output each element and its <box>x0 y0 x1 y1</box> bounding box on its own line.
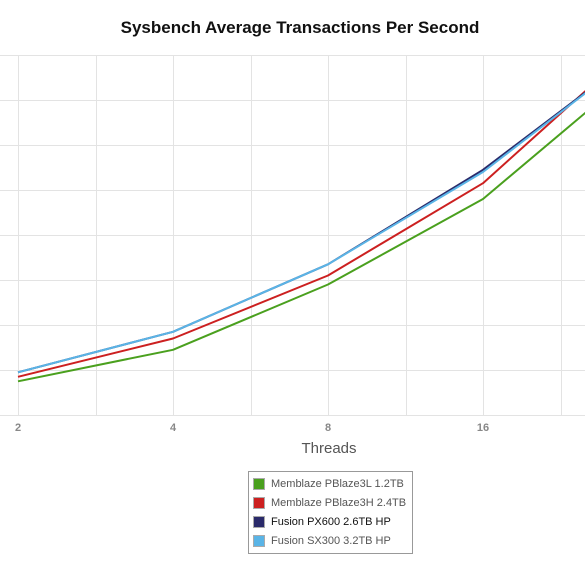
x-tick-label: 4 <box>170 422 177 434</box>
series-line <box>17 92 585 374</box>
series-lines <box>17 90 585 383</box>
legend-item[interactable]: Memblaze PBlaze3L 1.2TB <box>253 474 406 493</box>
legend-item[interactable]: Memblaze PBlaze3H 2.4TB <box>253 493 406 512</box>
x-tick-label: 2 <box>15 422 21 434</box>
x-tick-label: 16 <box>477 422 489 434</box>
legend: Memblaze PBlaze3L 1.2TB Memblaze PBlaze3… <box>248 471 414 554</box>
x-tick-labels: 2 4 8 16 <box>15 422 489 434</box>
series-line <box>17 90 585 378</box>
series-line <box>17 111 585 383</box>
legend-swatch <box>253 496 265 509</box>
legend-item[interactable]: Fusion PX600 2.6TB HP <box>253 512 406 531</box>
plot-area: 2 4 8 16 <box>0 55 585 434</box>
legend-label: Fusion PX600 2.6TB HP <box>271 515 391 528</box>
legend-swatch <box>253 515 265 528</box>
legend-item[interactable]: Fusion SX300 3.2TB HP <box>253 531 406 550</box>
grid <box>0 55 585 416</box>
chart-title: Sysbench Average Transactions Per Second <box>120 18 480 37</box>
x-tick-label: 8 <box>325 422 331 434</box>
legend-label: Memblaze PBlaze3H 2.4TB <box>271 496 407 509</box>
legend-swatch <box>253 534 265 547</box>
x-axis-title: Threads <box>301 440 357 457</box>
legend-label: Fusion SX300 3.2TB HP <box>271 534 391 547</box>
legend-swatch <box>253 477 265 490</box>
legend-label: Memblaze PBlaze3L 1.2TB <box>271 477 404 490</box>
